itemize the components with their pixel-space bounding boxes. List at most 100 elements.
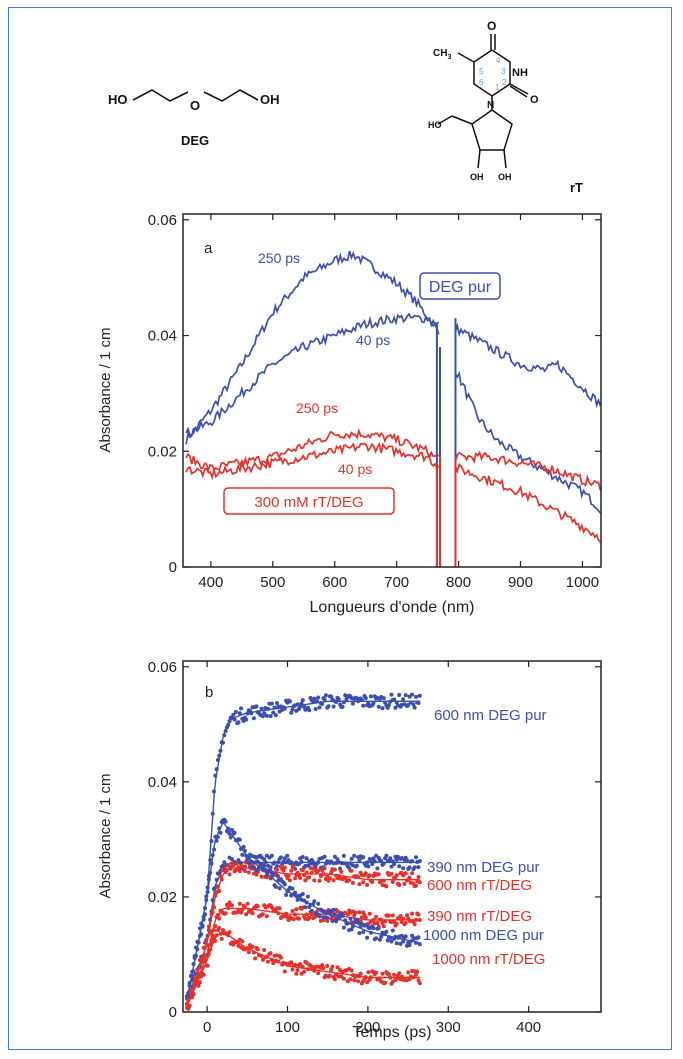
data-point-1000-nm-deg-pur [331, 907, 336, 912]
data-point-600-nm-rt-deg [370, 880, 375, 884]
data-point-1000-nm-deg-pur [282, 882, 287, 887]
data-point-1000-nm-rt-deg [414, 972, 418, 977]
data-point-1000-nm-rt-deg [217, 926, 222, 930]
data-point-1000-nm-rt-deg [294, 971, 299, 976]
data-point-600-nm-deg-pur [410, 692, 415, 697]
data-point-390-nm-deg-pur [349, 856, 354, 861]
data-point-1000-nm-rt-deg [325, 964, 330, 968]
data-point-1000-nm-rt-deg [219, 936, 224, 941]
data-point-1000-nm-deg-pur [332, 912, 337, 917]
rt-deg-box [223, 487, 395, 515]
chart-a-plot-area [185, 250, 602, 567]
data-point-600-nm-rt-deg [242, 869, 247, 873]
data-point-390-nm-deg-pur [304, 856, 309, 861]
data-point-390-nm-deg-pur [352, 853, 357, 858]
fit-line-1000-nm-deg-pur [186, 822, 421, 1001]
data-point-600-nm-deg-pur [371, 701, 376, 706]
data-point-600-nm-deg-pur [264, 713, 269, 718]
data-point-600-nm-rt-deg [367, 873, 372, 878]
data-point-390-nm-deg-pur [341, 853, 346, 858]
data-point-390-nm-deg-pur [335, 857, 340, 862]
data-point-390-nm-rt-deg [291, 917, 296, 922]
rt-name-label: rT [570, 180, 583, 195]
data-point-600-nm-deg-pur [340, 704, 345, 709]
chart-a-x-tick-label: 800 [446, 574, 471, 591]
data-point-600-nm-deg-pur [300, 698, 305, 703]
data-point-390-nm-deg-pur [285, 853, 290, 858]
data-point-1000-nm-rt-deg [196, 983, 201, 988]
data-point-1000-nm-rt-deg [358, 971, 363, 976]
data-point-1000-nm-deg-pur [275, 873, 279, 878]
rt-ho-label: HO [428, 120, 442, 130]
data-point-390-nm-rt-deg [399, 920, 404, 924]
data-point-390-nm-deg-pur [384, 853, 389, 858]
data-point-390-nm-rt-deg [277, 906, 282, 911]
data-point-1000-nm-deg-pur [354, 918, 359, 922]
data-point-390-nm-rt-deg [290, 909, 295, 913]
data-point-600-nm-rt-deg [389, 871, 394, 876]
data-point-1000-nm-deg-pur [385, 938, 390, 943]
chart-a-y-axis-title: Absorbance / 1 cm [97, 327, 114, 452]
data-point-390-nm-deg-pur [375, 866, 380, 871]
data-point-390-nm-deg-pur [354, 863, 359, 868]
data-point-390-nm-deg-pur [269, 853, 274, 858]
data-point-1000-nm-deg-pur [325, 915, 330, 920]
data-point-390-nm-rt-deg [390, 913, 395, 918]
data-point-600-nm-rt-deg [376, 872, 381, 877]
data-point-390-nm-deg-pur [361, 855, 366, 860]
data-point-1000-nm-rt-deg [329, 967, 334, 972]
chart-b-x-tick-label: 200 [355, 1019, 380, 1036]
data-point-600-nm-rt-deg [298, 876, 303, 880]
data-point-1000-nm-rt-deg [415, 969, 420, 974]
deg-o-label: O [190, 98, 200, 113]
data-point-600-nm-rt-deg [347, 878, 352, 883]
data-point-1000-nm-rt-deg [260, 957, 265, 962]
data-point-390-nm-rt-deg [224, 902, 229, 907]
data-point-1000-nm-deg-pur [389, 939, 394, 944]
data-point-600-nm-rt-deg [282, 865, 287, 870]
data-point-600-nm-rt-deg [235, 861, 240, 866]
data-point-600-nm-deg-pur [326, 704, 331, 709]
data-point-600-nm-deg-pur [244, 717, 249, 722]
data-point-600-nm-rt-deg [417, 880, 422, 885]
data-point-600-nm-rt-deg [327, 876, 332, 881]
data-point-600-nm-rt-deg [350, 880, 355, 885]
data-point-390-nm-rt-deg [398, 914, 403, 918]
data-point-600-nm-rt-deg [303, 878, 308, 883]
data-point-1000-nm-deg-pur [228, 835, 233, 840]
data-point-1000-nm-deg-pur [361, 930, 366, 935]
data-point-390-nm-rt-deg [230, 903, 234, 908]
data-point-390-nm-rt-deg [386, 913, 391, 918]
data-point-1000-nm-rt-deg [290, 967, 295, 972]
data-point-390-nm-rt-deg [250, 911, 255, 916]
data-point-1000-nm-rt-deg [255, 947, 260, 952]
chart-a-x-tick-label: 500 [260, 574, 285, 591]
data-point-600-nm-deg-pur [251, 716, 256, 721]
rt-ring-number-5: 5 [479, 67, 484, 76]
rt-o-carbonyl-label: O [530, 94, 539, 106]
fit-line-1000-nm-rt-deg [186, 931, 421, 1007]
data-point-600-nm-deg-pur [275, 701, 279, 706]
rt-ch3-label: CH3 [433, 48, 451, 61]
data-point-1000-nm-deg-pur [237, 837, 242, 842]
data-point-390-nm-rt-deg [245, 901, 250, 906]
data-point-1000-nm-deg-pur [340, 913, 345, 918]
data-point-1000-nm-rt-deg [221, 928, 225, 933]
data-point-600-nm-deg-pur [239, 706, 243, 711]
data-point-1000-nm-rt-deg [406, 970, 411, 975]
data-point-1000-nm-deg-pur [262, 863, 267, 868]
data-point-1000-nm-deg-pur [273, 884, 278, 889]
data-point-600-nm-deg-pur [316, 695, 321, 700]
data-point-600-nm-rt-deg [259, 874, 264, 879]
data-point-600-nm-deg-pur [331, 704, 336, 709]
data-point-1000-nm-rt-deg [205, 963, 210, 968]
data-point-600-nm-deg-pur [401, 697, 406, 702]
data-point-1000-nm-rt-deg [380, 971, 385, 976]
data-point-1000-nm-rt-deg [332, 977, 337, 982]
data-point-390-nm-rt-deg [412, 922, 417, 927]
data-point-600-nm-deg-pur [336, 697, 341, 702]
data-point-390-nm-rt-deg [307, 915, 312, 920]
data-point-600-nm-rt-deg [287, 878, 292, 883]
